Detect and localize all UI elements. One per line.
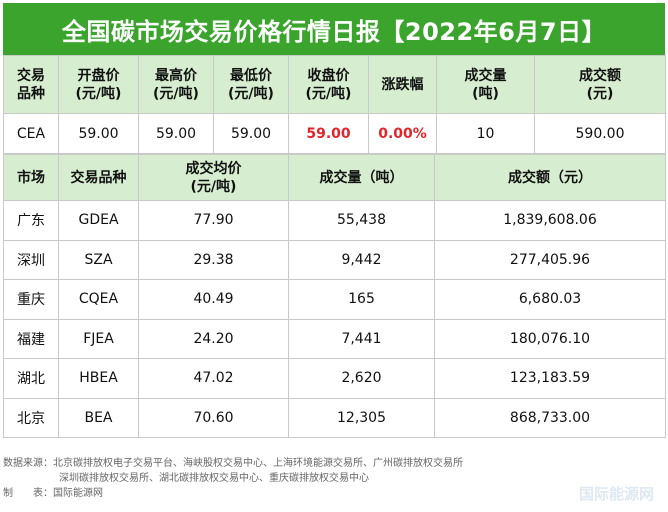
- header-amount: 成交额（元）: [434, 154, 666, 201]
- header-low: 最低价 (元/吨): [213, 55, 289, 114]
- cell-market: 重庆: [3, 279, 59, 320]
- cell-volume: 2,620: [288, 358, 435, 399]
- cell-volume: 7,441: [288, 318, 435, 359]
- regional-market-table: 市场 交易品种 成交均价 (元/吨) 成交量（吨） 成交额（元） 广东 GDEA 77…: [3, 154, 666, 438]
- header-close: 收盘价 (元/吨): [288, 55, 369, 114]
- cell-amount: 6,680.03: [434, 279, 666, 320]
- cell-product: CEA: [3, 113, 59, 154]
- cell-amount: 123,183.59: [434, 358, 666, 399]
- watermark-logo: 国际能源网: [578, 485, 654, 503]
- regional-rows: 广东 GDEA 77.90 55,438 1,839,608.06 深圳 SZA 29.38 9…: [3, 200, 666, 438]
- header-product: 交易品种: [3, 55, 59, 114]
- cell-avg-price: 47.02: [138, 358, 289, 399]
- cell-amount: 1,839,608.06: [434, 200, 666, 241]
- cell-high: 59.00: [138, 113, 214, 154]
- cell-volume: 165: [288, 279, 435, 320]
- cell-amount: 277,405.96: [434, 239, 666, 280]
- cell-volume: 10: [436, 113, 535, 154]
- header-avg-price: 成交均价 (元/吨): [138, 154, 289, 201]
- national-data-row: CEA 59.00 59.00 59.00 59.00 0.00% 10 590…: [3, 113, 666, 154]
- header-amount: 成交额 (元): [534, 55, 666, 114]
- report-title: 全国碳市场交易价格行情日报【2022年6月7日】: [3, 3, 665, 55]
- header-high: 最高价 (元/吨): [138, 55, 214, 114]
- cell-volume: 9,442: [288, 239, 435, 280]
- cell-product: GDEA: [58, 200, 139, 241]
- header-change: 涨跌幅: [368, 55, 437, 114]
- cell-avg-price: 24.20: [138, 318, 289, 359]
- cell-avg-price: 40.49: [138, 279, 289, 320]
- table-row: 广东 GDEA 77.90 55,438 1,839,608.06: [3, 200, 666, 241]
- maker-line: 制 表：国际能源网: [3, 488, 103, 499]
- header-volume: 成交量（吨）: [288, 154, 435, 201]
- cell-amount: 868,733.00: [434, 397, 666, 438]
- cell-amount: 180,076.10: [434, 318, 666, 359]
- cell-market: 深圳: [3, 239, 59, 280]
- cell-volume: 55,438: [288, 200, 435, 241]
- table-row: 重庆 CQEA 40.49 165 6,680.03: [3, 279, 666, 320]
- cell-market: 北京: [3, 397, 59, 438]
- cell-volume: 12,305: [288, 397, 435, 438]
- cell-product: FJEA: [58, 318, 139, 359]
- cell-amount: 590.00: [534, 113, 666, 154]
- cell-avg-price: 70.60: [138, 397, 289, 438]
- header-market: 市场: [3, 154, 59, 201]
- cell-change: 0.00%: [368, 113, 437, 154]
- header-volume: 成交量 (吨): [436, 55, 535, 114]
- cell-avg-price: 29.38: [138, 239, 289, 280]
- cell-product: HBEA: [58, 358, 139, 399]
- table-row: 福建 FJEA 24.20 7,441 180,076.10: [3, 318, 666, 359]
- source-line-2: 深圳碳排放权交易所、湖北碳排放权交易中心、重庆碳排放权交易中心: [59, 473, 369, 484]
- national-header-row: 交易 品种 开盘价 (元/吨) 最高价 (元/吨) 最低价 (元/吨) 收盘价 (元/吨)…: [3, 55, 666, 114]
- report-footer: 数据来源：北京碳排放权电子交易平台、海峡股权交易中心、上海环境能源交易所、广州碳…: [3, 456, 665, 501]
- cell-product: BEA: [58, 397, 139, 438]
- cell-low: 59.00: [213, 113, 289, 154]
- source-line-1: 数据来源：北京碳排放权电子交易平台、海峡股权交易中心、上海环境能源交易所、广州碳…: [3, 458, 463, 469]
- table-row: 深圳 SZA 29.38 9,442 277,405.96: [3, 239, 666, 280]
- national-market-table: 交易 品种 开盘价 (元/吨) 最高价 (元/吨) 最低价 (元/吨) 收盘价 (元/吨)…: [3, 55, 666, 154]
- cell-product: CQEA: [58, 279, 139, 320]
- header-product: 交易品种: [58, 154, 139, 201]
- table-row: 湖北 HBEA 47.02 2,620 123,183.59: [3, 358, 666, 399]
- table-row: 北京 BEA 70.60 12,305 868,733.00: [3, 397, 666, 438]
- regional-header-row: 市场 交易品种 成交均价 (元/吨) 成交量（吨） 成交额（元）: [3, 154, 666, 201]
- header-open: 开盘价 (元/吨): [58, 55, 139, 114]
- cell-close: 59.00: [288, 113, 369, 154]
- cell-market: 广东: [3, 200, 59, 241]
- cell-market: 福建: [3, 318, 59, 359]
- report-container: 全国碳市场交易价格行情日报【2022年6月7日】 交易 品种 开盘价 (元/吨) 最…: [3, 3, 666, 438]
- cell-product: SZA: [58, 239, 139, 280]
- cell-avg-price: 77.90: [138, 200, 289, 241]
- cell-market: 湖北: [3, 358, 59, 399]
- cell-open: 59.00: [58, 113, 139, 154]
